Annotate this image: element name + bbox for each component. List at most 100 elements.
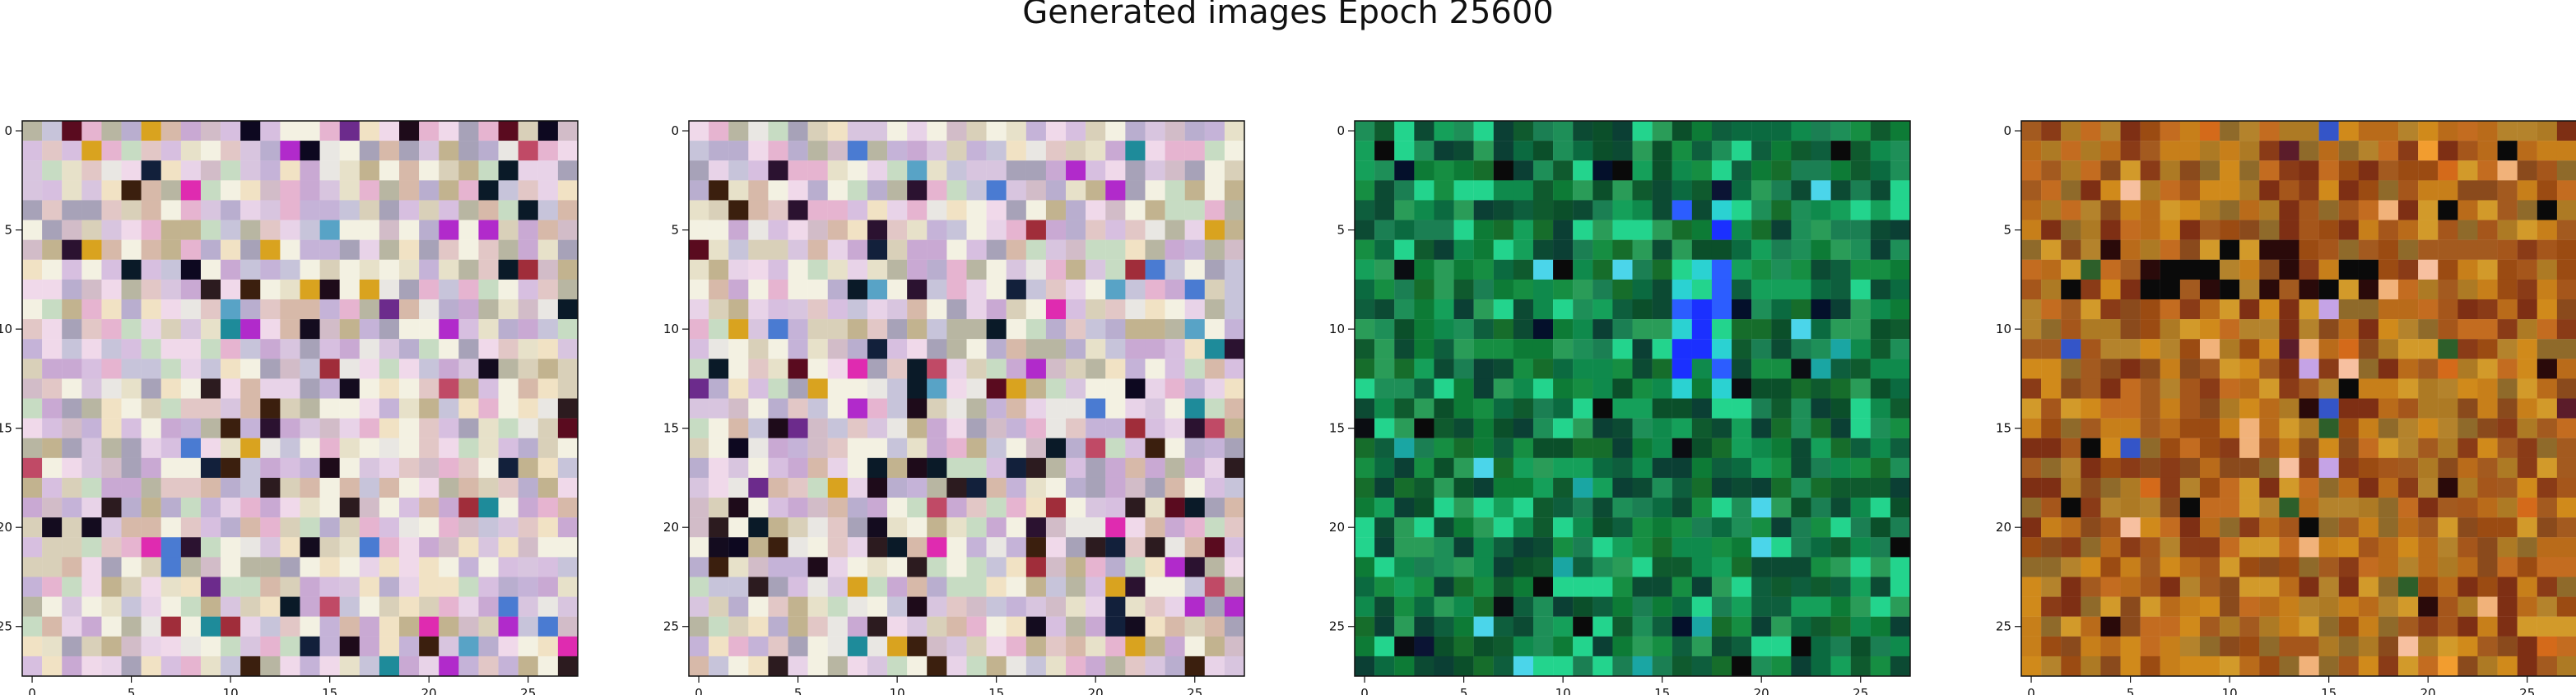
image-pixel [2556,537,2576,558]
image-pixel [907,279,928,300]
y-tick-label: 10 [1329,322,1345,336]
image-pixel [1453,498,1474,518]
image-pixel [42,160,63,181]
image-pixel [1105,200,1126,220]
image-pixel [2279,656,2299,677]
image-pixel [260,279,281,300]
image-pixel [1473,418,1494,438]
image-pixel [200,279,221,300]
image-pixel [160,517,182,538]
image-pixel [2299,596,2319,617]
image-pixel [160,577,182,597]
image-pixel [42,498,63,518]
image-pixel [1045,477,1067,498]
image-pixel [1414,259,1434,280]
image-pixel [728,398,749,419]
image-pixel [2239,457,2260,479]
image-pixel [1771,636,1792,657]
image-pixel [2517,438,2537,458]
image-pixel [160,438,182,458]
image-pixel [121,477,142,498]
image-pixel [867,656,888,677]
image-pixel [748,636,769,657]
image-pixel [537,378,559,399]
image-pixel [2358,299,2379,320]
image-pixel [1473,259,1494,280]
image-pixel [2199,616,2220,637]
image-pixel [748,537,769,558]
image-pixel [1066,457,1086,479]
image-pixel [1672,180,1692,201]
image-pixel [927,220,947,240]
image-pixel [2140,636,2160,657]
image-pixel [2497,596,2518,617]
image-pixel [1434,537,1454,558]
image-pixel [1751,577,1772,597]
image-pixel [1414,200,1434,220]
image-pixel [1771,557,1792,577]
image-pixel [1890,141,1911,161]
image-pixel [1414,141,1434,161]
image-pixel [1105,457,1126,479]
image-pixel [966,141,987,161]
image-pixel [2239,477,2260,498]
image-pixel [1811,220,1831,240]
image-pixel [81,359,102,379]
image-pixel [2199,656,2220,677]
image-pixel [2021,418,2042,438]
image-pixel [1632,418,1653,438]
image-pixel [1434,180,1454,201]
image-pixel [22,359,43,379]
image-pixel [2160,656,2181,677]
image-pixel [379,359,400,379]
image-pixel [121,438,142,458]
image-pixel [458,557,479,577]
image-pixel [1355,477,1375,498]
image-pixel [1573,378,1593,399]
image-pixel [300,457,320,479]
image-pixel [2556,259,2576,280]
image-pixel [946,141,967,161]
image-pixel [1165,656,1185,677]
image-pixel [2120,616,2141,637]
image-pixel [1593,517,1613,538]
image-pixel [478,160,499,181]
image-pixel [2299,220,2319,240]
image-pixel [807,537,828,558]
image-pixel [1105,398,1126,419]
image-pixel [200,339,221,359]
image-pixel [2398,359,2419,379]
image-pixel [1830,259,1851,280]
image-pixel [280,636,300,657]
image-pixel [2438,359,2458,379]
image-pixel [2477,517,2498,538]
image-pixel [240,457,261,479]
y-tick-label: 15 [1329,421,1345,436]
image-pixel [280,319,300,340]
image-pixel [1711,537,1732,558]
image-pixel [1513,537,1534,558]
image-pixel [319,636,340,657]
image-pixel [1632,299,1653,320]
image-pixel [200,457,221,479]
image-pixel [399,279,420,300]
image-pixel [319,398,340,419]
image-pixel [339,239,360,260]
image-pixel [2081,359,2101,379]
image-pixel [2199,596,2220,617]
image-pixel [1870,636,1891,657]
image-pixel [907,299,928,320]
figure-title: Generated images Epoch 25600 [1022,0,1554,31]
image-pixel [1493,616,1514,637]
image-pixel [2517,577,2537,597]
image-pixel [1672,477,1692,498]
image-pixel [1006,398,1026,419]
image-pixel [1086,160,1106,181]
image-pixel [200,121,221,141]
image-pixel [379,239,400,260]
image-pixel [1811,457,1831,479]
image-pixel [1394,141,1415,161]
image-pixel [1394,200,1415,220]
image-pixel [339,517,360,538]
image-pixel [1652,616,1672,637]
